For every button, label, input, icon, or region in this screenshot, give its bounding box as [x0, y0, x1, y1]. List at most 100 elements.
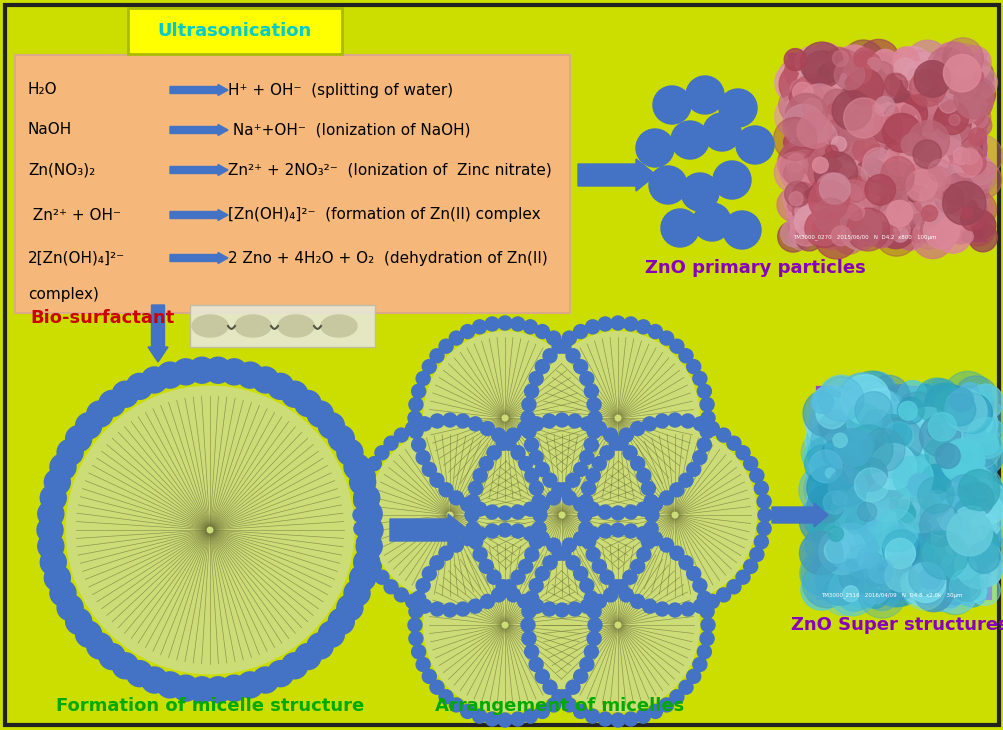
Circle shape — [954, 577, 979, 602]
Circle shape — [843, 98, 883, 138]
Circle shape — [850, 553, 891, 594]
Circle shape — [956, 423, 1001, 469]
Circle shape — [919, 114, 955, 150]
Circle shape — [787, 164, 809, 187]
Circle shape — [820, 212, 853, 244]
Circle shape — [865, 169, 886, 190]
Circle shape — [40, 485, 66, 511]
Circle shape — [826, 525, 872, 570]
Text: Zn²⁺ + OH⁻: Zn²⁺ + OH⁻ — [28, 207, 121, 223]
Circle shape — [411, 438, 425, 452]
Circle shape — [408, 604, 422, 618]
Circle shape — [936, 66, 970, 99]
Circle shape — [871, 402, 918, 449]
Circle shape — [823, 85, 858, 119]
Circle shape — [844, 180, 856, 191]
Circle shape — [932, 536, 971, 575]
Circle shape — [826, 412, 867, 453]
Circle shape — [952, 534, 980, 562]
Text: ZnO primary particles: ZnO primary particles — [644, 259, 865, 277]
Circle shape — [438, 339, 452, 353]
Circle shape — [855, 182, 881, 208]
Circle shape — [811, 387, 840, 415]
Circle shape — [847, 559, 857, 569]
Circle shape — [928, 192, 943, 208]
Circle shape — [977, 503, 990, 515]
Circle shape — [779, 146, 820, 187]
Circle shape — [936, 526, 971, 562]
Circle shape — [879, 201, 908, 231]
Circle shape — [374, 570, 388, 584]
Circle shape — [931, 222, 953, 245]
Circle shape — [942, 182, 985, 225]
Circle shape — [802, 390, 850, 437]
Circle shape — [919, 229, 933, 244]
Circle shape — [950, 404, 978, 432]
Circle shape — [749, 469, 763, 483]
Circle shape — [525, 384, 538, 399]
Circle shape — [407, 618, 421, 632]
Circle shape — [907, 120, 949, 162]
Circle shape — [949, 387, 959, 397]
Circle shape — [830, 404, 854, 426]
Circle shape — [855, 443, 887, 476]
Circle shape — [699, 631, 713, 645]
Circle shape — [802, 166, 839, 201]
Circle shape — [753, 481, 767, 495]
Circle shape — [354, 494, 367, 509]
Circle shape — [950, 471, 982, 503]
Circle shape — [417, 417, 431, 431]
Circle shape — [840, 144, 861, 165]
Circle shape — [756, 494, 770, 509]
Circle shape — [834, 537, 860, 561]
Circle shape — [866, 456, 905, 496]
Circle shape — [916, 516, 954, 555]
Circle shape — [885, 185, 929, 228]
Circle shape — [947, 539, 959, 552]
Circle shape — [927, 491, 967, 532]
Circle shape — [848, 175, 861, 188]
Circle shape — [592, 559, 606, 573]
Circle shape — [468, 481, 482, 495]
Circle shape — [954, 502, 994, 542]
Circle shape — [928, 412, 956, 441]
Circle shape — [827, 446, 839, 457]
Circle shape — [934, 529, 954, 548]
Circle shape — [86, 633, 112, 659]
Circle shape — [852, 145, 876, 169]
Circle shape — [905, 419, 954, 469]
Circle shape — [802, 51, 840, 88]
Circle shape — [869, 178, 900, 210]
Circle shape — [861, 419, 890, 447]
FancyArrow shape — [170, 210, 228, 220]
Circle shape — [823, 55, 840, 71]
Circle shape — [939, 564, 963, 589]
Circle shape — [652, 86, 690, 124]
Circle shape — [903, 161, 944, 203]
Circle shape — [903, 447, 928, 472]
Circle shape — [793, 205, 826, 238]
Circle shape — [906, 148, 919, 161]
Circle shape — [857, 73, 879, 96]
Circle shape — [826, 570, 840, 583]
Circle shape — [810, 418, 859, 466]
Circle shape — [926, 393, 958, 426]
Circle shape — [895, 538, 911, 554]
Circle shape — [898, 423, 930, 456]
Circle shape — [924, 439, 953, 467]
Circle shape — [525, 591, 538, 605]
Circle shape — [914, 72, 934, 92]
Circle shape — [891, 472, 918, 499]
Circle shape — [598, 712, 612, 726]
Circle shape — [892, 209, 924, 241]
Circle shape — [930, 542, 974, 587]
Circle shape — [942, 423, 983, 464]
Circle shape — [863, 128, 893, 158]
Circle shape — [915, 435, 936, 456]
Circle shape — [839, 558, 875, 594]
Circle shape — [914, 65, 937, 88]
Circle shape — [356, 501, 382, 527]
Circle shape — [455, 414, 469, 428]
Circle shape — [641, 481, 655, 495]
Circle shape — [831, 220, 865, 254]
